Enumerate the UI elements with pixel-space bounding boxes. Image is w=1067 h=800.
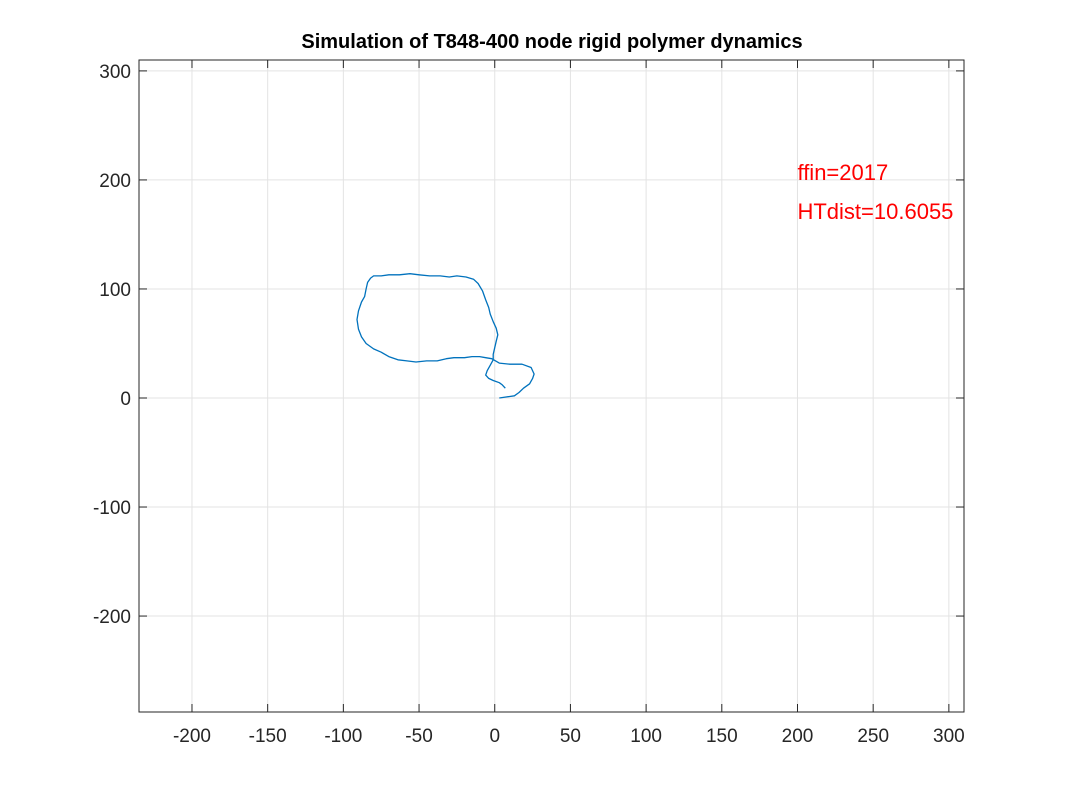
series-group	[356, 273, 535, 399]
x-tick-label: 100	[630, 726, 662, 747]
grid	[139, 60, 964, 712]
axes	[138, 59, 965, 713]
annotation-label: ffin=2017	[797, 160, 888, 185]
axes-frame	[138, 59, 965, 713]
x-tick-label: 150	[706, 726, 738, 747]
x-tick-label: 250	[857, 726, 889, 747]
y-tick-label: 300	[99, 62, 131, 83]
x-tick-label: 300	[933, 726, 965, 747]
x-tick-label: -100	[324, 726, 362, 747]
y-tick-label: -200	[93, 607, 131, 628]
annotations: ffin=2017 HTdist=10.6055	[797, 160, 953, 224]
x-tick-label: -150	[249, 726, 287, 747]
polymer-trace-line	[356, 273, 535, 399]
y-tick-label: -100	[93, 498, 131, 519]
tick-labels: -200 -150 -100 -50 0 50 100 150 200 250 300 -200 -10…	[93, 62, 965, 747]
x-tick-label: -200	[173, 726, 211, 747]
x-tick-label: -50	[405, 726, 432, 747]
x-tick-label: 200	[782, 726, 814, 747]
y-tick-label: 200	[99, 171, 131, 192]
annotation-label: HTdist=10.6055	[797, 199, 953, 224]
x-tick-label: 50	[560, 726, 581, 747]
x-tick-label: 0	[489, 726, 500, 747]
y-tick-label: 100	[99, 280, 131, 301]
y-tick-label: 0	[120, 389, 131, 410]
chart-title: Simulation of T848-400 node rigid polyme…	[301, 31, 802, 53]
